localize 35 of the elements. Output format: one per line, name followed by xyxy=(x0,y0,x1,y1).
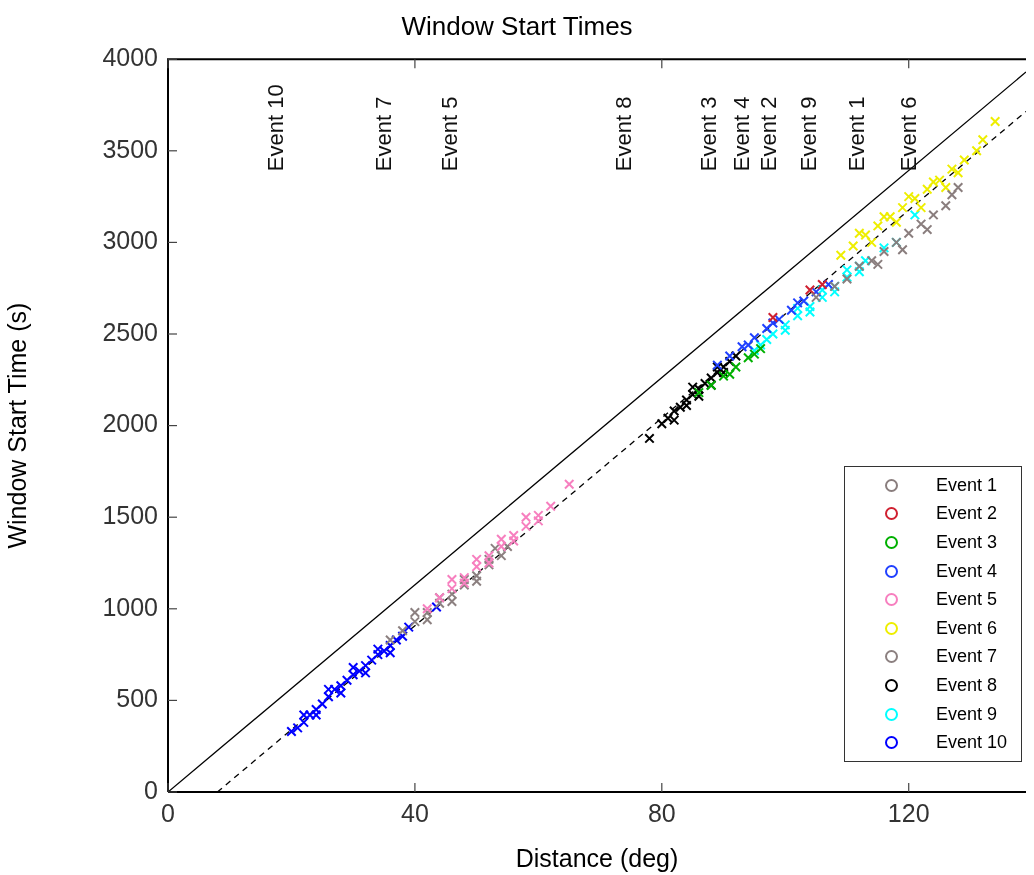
y-tick-label: 1500 xyxy=(102,501,158,530)
legend-label: Event 2 xyxy=(935,503,997,525)
y-tick-label: 2500 xyxy=(102,317,158,346)
y-tick-label: 500 xyxy=(116,684,158,713)
y-tick-label: 2000 xyxy=(102,409,158,438)
legend-label: Event 6 xyxy=(935,617,997,639)
annotation: Event 5 xyxy=(437,96,463,172)
annotation: Event 3 xyxy=(696,96,722,172)
y-tick-label: 0 xyxy=(144,775,158,804)
annotation: Event 2 xyxy=(756,96,782,172)
annotation: Event 7 xyxy=(371,96,397,172)
legend-label: Event 5 xyxy=(935,589,997,611)
y-axis-title: Window Start Time (s) xyxy=(2,302,31,549)
legend-label: Event 4 xyxy=(935,560,997,582)
chart-title: Window Start Times xyxy=(401,10,633,41)
x-axis-title: Distance (deg) xyxy=(515,843,679,872)
legend-label: Event 1 xyxy=(935,474,997,496)
annotation: Event 8 xyxy=(611,96,637,172)
legend-label: Event 10 xyxy=(935,732,1007,754)
y-tick-label: 3500 xyxy=(102,134,158,163)
x-tick-label: 80 xyxy=(647,798,676,827)
x-tick-label: 40 xyxy=(401,798,429,827)
legend-label: Event 8 xyxy=(935,675,997,697)
y-tick-label: 3000 xyxy=(102,226,158,255)
legend-label: Event 7 xyxy=(935,646,997,668)
y-tick-label: 4000 xyxy=(102,43,158,72)
annotation: Event 1 xyxy=(844,96,870,172)
y-tick-label: 1000 xyxy=(102,592,158,621)
legend-label: Event 3 xyxy=(935,532,997,554)
x-tick-label: 120 xyxy=(887,798,930,827)
annotation: Event 9 xyxy=(796,96,822,172)
annotation: Event 4 xyxy=(729,96,755,172)
annotation: Event 6 xyxy=(896,96,922,172)
legend-label: Event 9 xyxy=(935,703,997,725)
annotation: Event 10 xyxy=(263,84,289,172)
